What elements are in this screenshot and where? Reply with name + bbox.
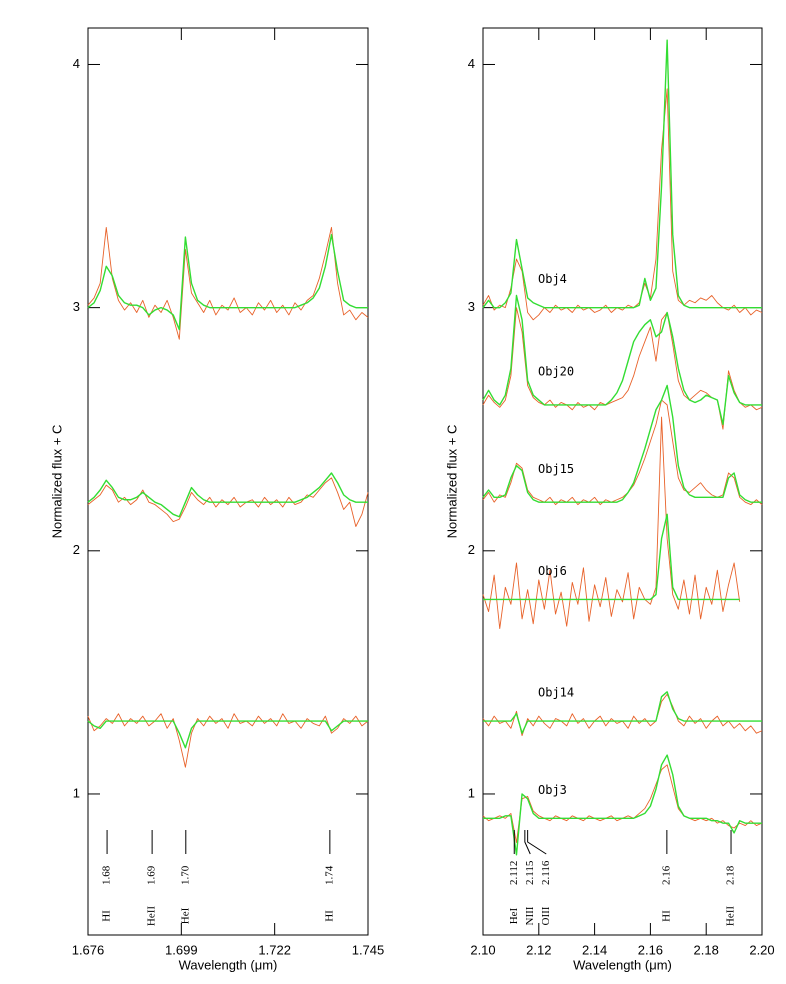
plot-frame [482,27,763,936]
observed-spectrum [482,416,741,630]
y-tick-label: 3 [73,299,80,314]
observed-spectrum [482,399,763,506]
x-tick-label: 1.699 [165,942,198,957]
line-id-wavelength: 2.116 [540,860,552,885]
line-id-wavelength: 1.74 [323,865,335,885]
y-tick-label: 2 [73,542,80,557]
line-id-marker [527,830,547,855]
object-label: Obj3 [538,783,567,797]
line-id-ion: OIII [540,906,552,925]
x-tick-label: 2.14 [582,942,607,957]
line-id-ion: HI [660,910,672,922]
object-label: Obj14 [538,686,574,700]
x-tick-label: 1.676 [72,942,105,957]
y-tick-label: 4 [468,56,475,71]
model-spectrum [87,720,368,749]
model-spectrum [87,472,368,518]
x-axis-title: Wavelength (μm) [179,957,278,972]
line-id-wavelength: 2.115 [524,860,536,885]
x-tick-label: 2.12 [526,942,551,957]
x-tick-label: 2.20 [749,942,774,957]
line-id-wavelength: 1.70 [179,865,191,885]
line-id-wavelength: 1.69 [146,865,158,885]
y-axis-title: Normalized flux + C [444,425,459,539]
x-tick-label: 2.10 [470,942,495,957]
x-tick-label: 1.722 [258,942,291,957]
line-id-ion: HI [101,910,113,922]
line-id-ion: HeII [146,906,158,926]
model-spectrum [482,39,762,309]
object-label: Obj4 [538,272,567,286]
x-tick-label: 1.745 [352,942,385,957]
line-id-wavelength: 2.112 [508,861,520,885]
line-id-ion: HI [323,910,335,922]
model-spectrum [482,384,762,503]
model-spectrum [483,513,740,601]
object-label: Obj15 [538,462,574,476]
object-label: Obj6 [538,564,567,578]
line-id-wavelength: 2.16 [660,865,672,885]
y-tick-label: 4 [73,56,80,71]
model-spectrum [87,233,368,331]
model-spectrum [483,754,762,856]
object-label: Obj20 [538,365,574,379]
x-axis-title: Wavelength (μm) [573,957,672,972]
x-tick-label: 2.16 [638,942,663,957]
observed-spectrum [87,477,369,527]
observed-spectrum [482,88,763,321]
x-tick-label: 2.18 [694,942,719,957]
line-id-ion: HeI [508,907,520,924]
line-id-wavelength: 2.18 [725,865,737,885]
observed-spectrum [482,693,763,737]
line-id-wavelength: 1.68 [101,865,113,885]
observed-spectrum [87,713,369,768]
observed-spectrum [87,226,369,340]
y-tick-label: 1 [468,785,475,800]
line-id-ion: HeI [179,907,191,924]
y-tick-label: 3 [468,299,475,314]
y-tick-label: 2 [468,542,475,557]
model-spectrum [483,691,762,734]
y-axis-title: Normalized flux + C [49,425,64,539]
line-id-marker [524,830,531,855]
line-id-ion: HeII [725,906,737,926]
model-spectrum [482,294,762,426]
y-tick-label: 1 [73,785,80,800]
plot-frame [87,27,369,936]
line-id-ion: NIII [524,906,536,925]
